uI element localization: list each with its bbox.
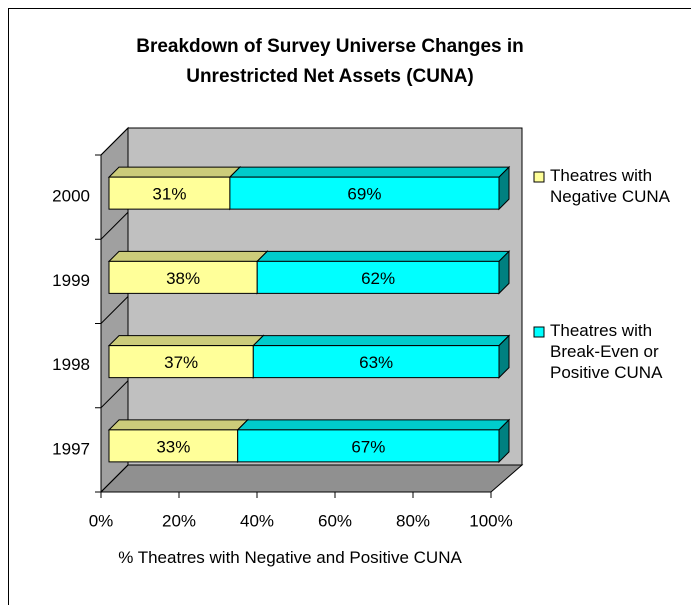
category-divider (100, 296, 129, 324)
data-label: 38% (166, 269, 200, 288)
bar-segment (228, 165, 511, 211)
bar-front (252, 345, 500, 379)
category-divider (100, 380, 129, 409)
category-divider (100, 464, 129, 493)
bar-front (256, 260, 500, 294)
bar-segment (107, 334, 265, 379)
data-label: 69% (347, 185, 381, 204)
bar-top (107, 250, 269, 262)
chart-border (8, 8, 691, 605)
x-tick-label: 80% (396, 511, 430, 530)
legend-label: Theatres with Negative CUNA (550, 166, 670, 206)
x-tick-label: 40% (240, 511, 274, 530)
bar-front (108, 260, 258, 294)
category-divider (100, 127, 129, 156)
bar-segment (236, 418, 511, 464)
x-axis-title: % Theatres with Negative and Positive CU… (118, 548, 462, 567)
bar-top (107, 335, 265, 347)
bar-top (228, 166, 511, 178)
floor (99, 464, 524, 493)
y-tick-label: 1998 (52, 355, 90, 374)
bar-segment (107, 250, 269, 295)
bar-front (108, 176, 231, 210)
legend-swatch (533, 171, 545, 183)
data-label: 37% (164, 353, 198, 372)
x-tick-label: 60% (318, 511, 352, 530)
bar-front (229, 176, 500, 210)
bar-top (107, 166, 242, 178)
data-label: 62% (361, 269, 395, 288)
legend-label: Theatres with Break-Even or Positive CUN… (550, 321, 663, 382)
y-tick-label: 2000 (52, 187, 90, 206)
data-label: 67% (351, 437, 385, 456)
data-label: 31% (152, 185, 186, 204)
bar-top (252, 335, 511, 347)
bar-segment (107, 165, 242, 211)
bar-front (108, 429, 239, 463)
y-tick-label: 1999 (52, 271, 90, 290)
chart-title: Breakdown of Survey Universe Changes in … (136, 36, 524, 87)
bar-segment (107, 418, 249, 464)
bar-front (237, 429, 500, 463)
bar-top (255, 250, 511, 262)
x-tick-label: 20% (162, 511, 196, 530)
data-label: 33% (156, 437, 190, 456)
data-label: 63% (359, 353, 393, 372)
x-tick-label: 0% (89, 511, 114, 530)
bar-top (107, 419, 249, 431)
bar-top (236, 419, 511, 431)
bar-front (108, 345, 254, 379)
legend-swatch (533, 326, 545, 338)
y-tick-label: 1997 (52, 439, 90, 458)
category-divider (100, 211, 129, 240)
bar-segment (252, 334, 511, 379)
x-tick-label: 100% (469, 511, 512, 530)
bar-segment (255, 250, 511, 295)
